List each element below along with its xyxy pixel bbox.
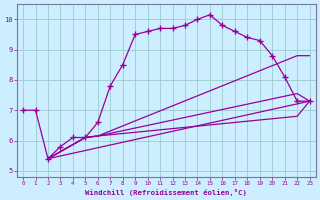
- X-axis label: Windchill (Refroidissement éolien,°C): Windchill (Refroidissement éolien,°C): [85, 189, 247, 196]
